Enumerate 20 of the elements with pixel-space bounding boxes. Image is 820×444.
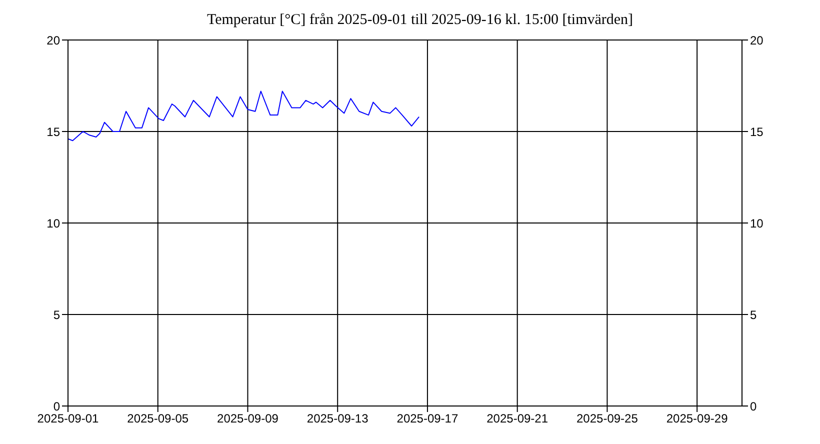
x-tick-label: 2025-09-29 — [666, 412, 728, 426]
y-tick-label: 15 — [46, 124, 60, 139]
y-tick-label: 5 — [53, 308, 60, 322]
y2-tick-label: 5 — [750, 308, 757, 322]
x-tick-label: 2025-09-25 — [576, 412, 638, 426]
y2-tick-label: 0 — [750, 399, 757, 414]
y2-tick-label: 15 — [750, 124, 764, 139]
y2-tick-label: 10 — [750, 216, 764, 230]
x-tick-label: 2025-09-17 — [396, 412, 458, 426]
y-tick-label: 10 — [46, 216, 60, 230]
y2-tick-label: 20 — [750, 33, 764, 48]
chart-title: Temperatur [°C] från 2025-09-01 till 2025-09-16 kl. 15:00 [timvärden] — [206, 11, 634, 30]
x-tick-label: 2025-09-21 — [486, 412, 548, 426]
x-tick-label: 2025-09-01 — [37, 412, 100, 426]
x-tick-label: 2025-09-13 — [306, 412, 369, 426]
y-tick-label: 20 — [46, 33, 60, 48]
x-tick-label: 2025-09-05 — [127, 412, 189, 426]
line-series — [68, 90, 420, 142]
x-tick-label: 2025-09-09 — [217, 412, 279, 426]
y-tick-label: 0 — [53, 399, 60, 414]
